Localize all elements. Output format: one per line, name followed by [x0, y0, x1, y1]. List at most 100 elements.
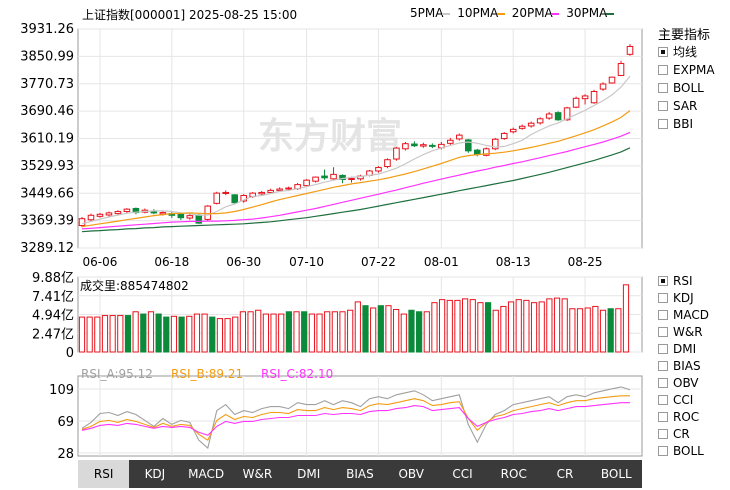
volume-bar-down: [155, 313, 162, 353]
volume-bar-up: [193, 313, 201, 353]
tab-cr[interactable]: CR: [556, 467, 574, 481]
sub-indicator-wr[interactable]: W&R: [658, 324, 703, 340]
main-indicator-boll[interactable]: BOLL: [658, 80, 704, 96]
main-indicator-sar[interactable]: SAR: [658, 98, 697, 114]
candle-down: [554, 112, 562, 121]
checkbox[interactable]: [658, 361, 668, 371]
tab-macd[interactable]: MACD: [188, 467, 225, 481]
volume-bar-up: [500, 305, 507, 353]
volume-bar-up: [170, 315, 178, 353]
rsi-legend-item: RSI_C:82.10: [261, 367, 334, 381]
rsi-line-RSI_A: [81, 386, 631, 450]
candle-up: [599, 83, 607, 90]
tab-kdj[interactable]: KDJ: [144, 467, 166, 481]
volume-bar-up: [423, 311, 430, 353]
checkbox[interactable]: [658, 119, 668, 129]
sub-indicator-macd[interactable]: MACD: [658, 307, 709, 323]
checkbox[interactable]: [658, 344, 668, 354]
axis-labels: 3931.26 3850.99 3770.73 3690.46 3610.19 3529.…: [20, 22, 602, 462]
watermark: 东方财富: [258, 115, 402, 157]
candle-up: [518, 125, 526, 129]
checkbox[interactable]: [658, 446, 668, 456]
sub-indicator-cci[interactable]: CCI: [658, 392, 693, 408]
sub-indicator-roc[interactable]: ROC: [658, 409, 699, 425]
ma-line-5PMA: [81, 75, 631, 225]
checkbox[interactable]: [658, 101, 668, 111]
candle-up: [491, 138, 499, 150]
volume-bar-up: [515, 299, 522, 353]
tab-wr[interactable]: W&R: [242, 467, 273, 481]
ma-legend-label: 10PMA: [457, 6, 499, 20]
checkbox[interactable]: [658, 276, 668, 286]
main-indicator-bbi[interactable]: BBI: [658, 116, 693, 132]
date-tick-label: 07-22: [361, 255, 396, 269]
volume-bar-up: [132, 311, 139, 353]
tab-bias[interactable]: BIAS: [346, 467, 374, 481]
indicator-label: W&R: [673, 325, 703, 339]
checkbox[interactable]: [658, 327, 668, 337]
checkbox[interactable]: [658, 83, 668, 93]
sub-indicator-dmi[interactable]: DMI: [658, 341, 696, 357]
candle-up: [527, 122, 535, 127]
volume-bar-up: [216, 318, 224, 353]
checkbox[interactable]: [658, 378, 668, 388]
rsi-legend-item: RSI_A:95.12: [81, 367, 153, 381]
checkbox[interactable]: [658, 293, 668, 303]
volume-bar-up: [385, 305, 392, 353]
sub-indicator-kdj[interactable]: KDJ: [658, 290, 694, 306]
volume-bar-up: [239, 311, 247, 353]
indicator-label: CR: [673, 427, 690, 441]
sub-indicator-cr[interactable]: CR: [658, 426, 690, 442]
sub-indicator-obv[interactable]: OBV: [658, 375, 699, 391]
volume-bar-up: [331, 311, 338, 353]
volume-bar-up: [477, 302, 484, 353]
volume-bar-down: [607, 308, 614, 353]
date-tick-label: 08-13: [496, 255, 531, 269]
candle-down: [465, 139, 472, 152]
volume-tick-label: 2.47亿: [32, 327, 74, 342]
candle-up: [222, 191, 230, 194]
volume-bar-up: [109, 315, 116, 353]
candle-up: [375, 167, 382, 172]
indicator-label: ROC: [673, 410, 700, 424]
sub-indicator-boll[interactable]: BOLL: [658, 443, 704, 459]
checkbox[interactable]: [658, 65, 668, 75]
main-indicator-expma[interactable]: EXPMA: [658, 62, 715, 78]
indicator-label: EXPMA: [673, 63, 715, 77]
price-tick-label: 3931.26: [20, 22, 74, 37]
tab-obv[interactable]: OBV: [398, 467, 424, 481]
rsi-tick-label: 28: [57, 447, 74, 462]
checkbox[interactable]: [658, 429, 668, 439]
volume-bar-up: [370, 307, 377, 353]
tab-dmi[interactable]: DMI: [297, 467, 321, 481]
candle-up: [330, 173, 337, 180]
volume-bar-up: [431, 302, 438, 353]
indicator-label: RSI: [673, 274, 693, 288]
volume-bar-up: [278, 313, 285, 353]
tab-cci[interactable]: CCI: [452, 467, 473, 481]
tab-boll[interactable]: BOLL: [600, 467, 632, 481]
checkbox[interactable]: [658, 47, 668, 57]
checkbox[interactable]: [658, 412, 668, 422]
volume-bar-down: [163, 316, 170, 353]
sub-indicator-rsi[interactable]: RSI: [658, 273, 693, 289]
candle-up: [447, 139, 454, 144]
candle-up: [123, 208, 131, 213]
ma-legend-swatch: [496, 13, 505, 15]
tab-rsi[interactable]: RSI: [78, 460, 130, 488]
checkbox[interactable]: [658, 395, 668, 405]
ma-legend-label: 5PMA: [410, 6, 444, 20]
candle-up: [204, 205, 212, 220]
tab-roc[interactable]: ROC: [500, 467, 527, 481]
volume-bar-up: [78, 316, 86, 353]
volume-bar-up: [584, 307, 591, 353]
rsi-line-RSI_C: [81, 402, 630, 436]
volume-bar-up: [232, 316, 239, 353]
checkbox[interactable]: [658, 310, 668, 320]
volume-tick-label: 0: [66, 346, 74, 361]
candle-down: [429, 144, 436, 147]
sub-indicator-bias[interactable]: BIAS: [658, 358, 701, 374]
main-indicator-[interactable]: 均线: [658, 44, 697, 60]
volume-bar-up: [454, 299, 461, 353]
date-tick-label: 06-30: [226, 255, 261, 269]
